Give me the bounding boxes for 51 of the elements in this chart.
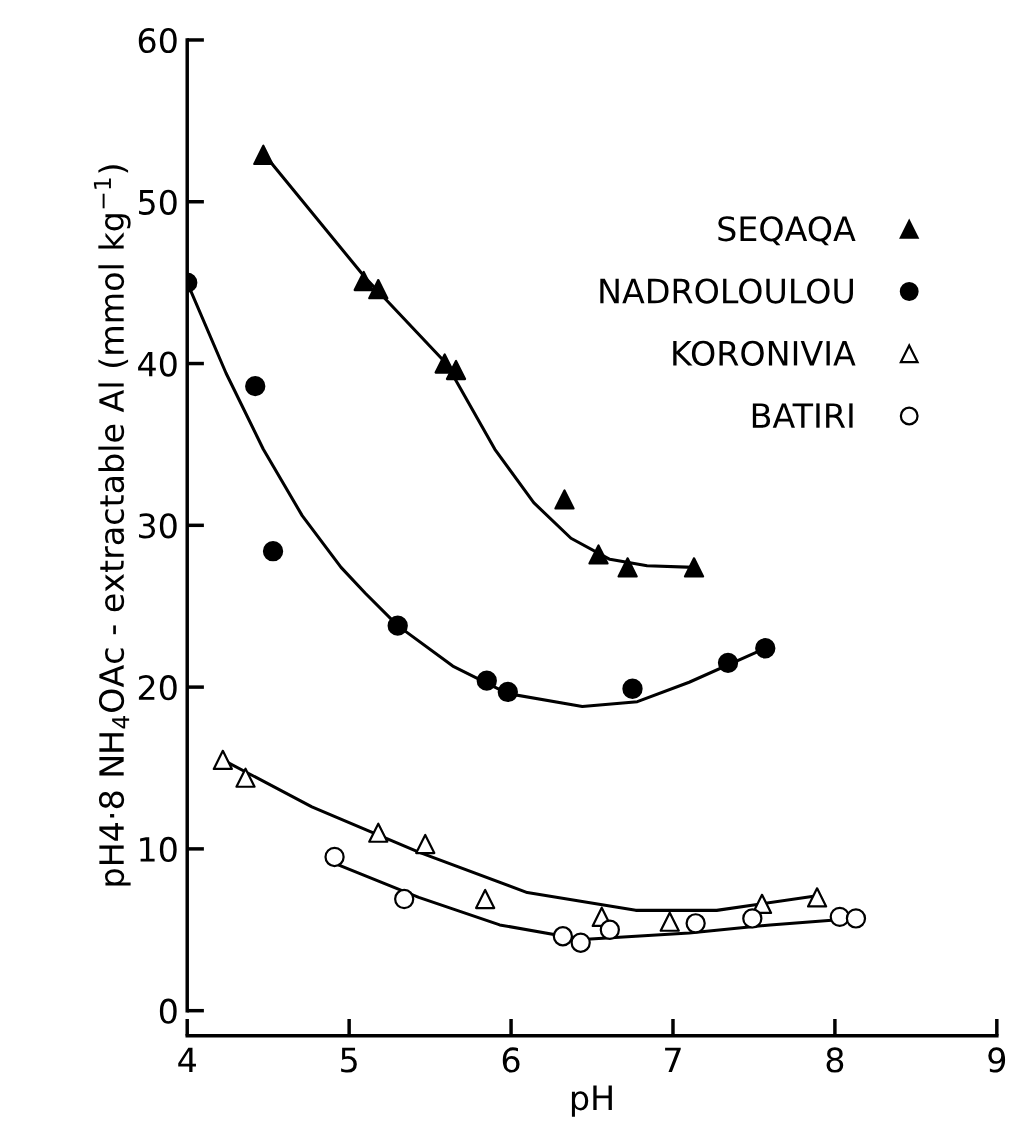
point — [552, 926, 574, 947]
point — [212, 749, 234, 771]
y-tick-label: 30 — [139, 513, 177, 539]
point — [353, 270, 374, 292]
point — [683, 557, 705, 578]
point — [324, 846, 345, 868]
point — [253, 144, 274, 165]
point — [685, 913, 706, 934]
point — [394, 888, 415, 910]
y-tick-label: 60 — [138, 27, 177, 54]
point — [622, 678, 643, 699]
point — [742, 908, 763, 929]
x-tick-label: 7 — [665, 1047, 681, 1073]
y-tick-label: 50 — [139, 189, 177, 215]
legend-label: SEQAQA — [718, 216, 856, 246]
point — [554, 489, 575, 510]
point — [262, 541, 284, 562]
point — [387, 615, 408, 636]
point — [570, 932, 591, 953]
point — [755, 638, 776, 659]
x-tick-label: 6 — [502, 1047, 520, 1073]
point — [497, 681, 518, 703]
point — [717, 652, 739, 673]
x-tick-label: 5 — [341, 1047, 357, 1073]
point — [368, 278, 389, 300]
point — [845, 908, 867, 929]
point — [588, 544, 609, 565]
point — [476, 670, 497, 691]
point — [245, 376, 266, 397]
legend-label: BATIRI — [752, 403, 853, 428]
point — [474, 888, 496, 910]
point — [235, 767, 256, 788]
point — [368, 822, 389, 843]
x-tick-label: 9 — [988, 1047, 1006, 1073]
point — [599, 919, 620, 940]
point — [434, 353, 455, 374]
x-tick-label: 4 — [178, 1047, 196, 1073]
point — [806, 887, 828, 908]
legend-label: KORONIVIA — [673, 340, 856, 366]
legend-label: NADROLOULOU — [600, 278, 853, 304]
y-tick-label: 10 — [140, 836, 177, 863]
x-tick-label: 8 — [826, 1047, 844, 1073]
point — [415, 833, 436, 855]
y-axis-title: pH4·8 NH$_{4}$OAc - extractable Al (mmol kg$^{−1}$) — [93, 165, 131, 886]
point — [659, 911, 680, 932]
y-tick-label: 40 — [138, 351, 177, 377]
point — [445, 359, 467, 381]
point — [617, 557, 638, 578]
y-tick-label: 0 — [159, 998, 177, 1024]
y-tick-label: 20 — [138, 675, 177, 701]
x-axis-title: pH — [571, 1085, 612, 1117]
